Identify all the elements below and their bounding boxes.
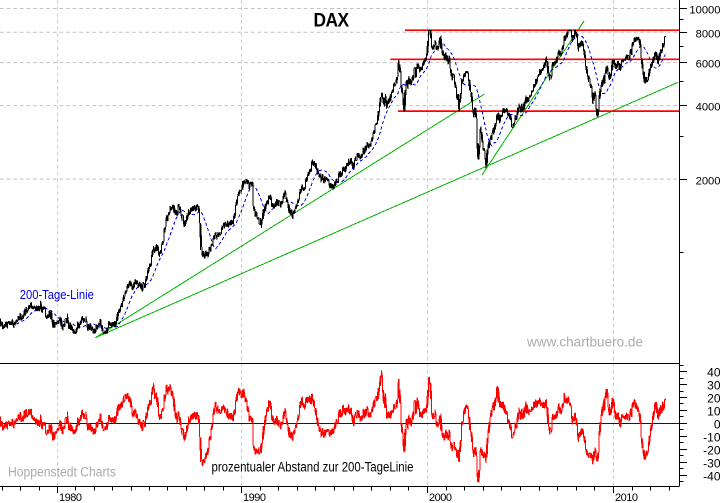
- svg-text:4000: 4000: [696, 101, 721, 113]
- svg-text:-30: -30: [703, 457, 721, 471]
- svg-text:30: 30: [707, 379, 721, 393]
- svg-text:0: 0: [714, 418, 721, 432]
- svg-text:-20: -20: [703, 444, 721, 458]
- svg-text:2010: 2010: [615, 492, 638, 503]
- svg-text:10: 10: [707, 405, 721, 419]
- svg-text:2000: 2000: [696, 175, 721, 187]
- svg-text:6000: 6000: [696, 58, 721, 70]
- svg-text:200-Tage-Linie: 200-Tage-Linie: [20, 288, 94, 302]
- svg-text:2000: 2000: [429, 492, 452, 503]
- svg-text:-10: -10: [703, 431, 721, 445]
- svg-text:1990: 1990: [243, 492, 266, 503]
- svg-text:prozentualer Abstand zur 200-T: prozentualer Abstand zur 200-TageLinie: [212, 460, 414, 475]
- svg-text:10000: 10000: [689, 4, 720, 16]
- svg-text:8000: 8000: [696, 28, 721, 40]
- svg-text:1980: 1980: [59, 492, 82, 503]
- svg-text:40: 40: [707, 366, 721, 380]
- svg-text:DAX: DAX: [314, 11, 350, 32]
- svg-text:-40: -40: [703, 470, 721, 484]
- svg-text:20: 20: [707, 392, 721, 406]
- svg-text:Hoppenstedt Charts: Hoppenstedt Charts: [8, 464, 116, 479]
- svg-text:www.chartbuero.de: www.chartbuero.de: [526, 333, 643, 349]
